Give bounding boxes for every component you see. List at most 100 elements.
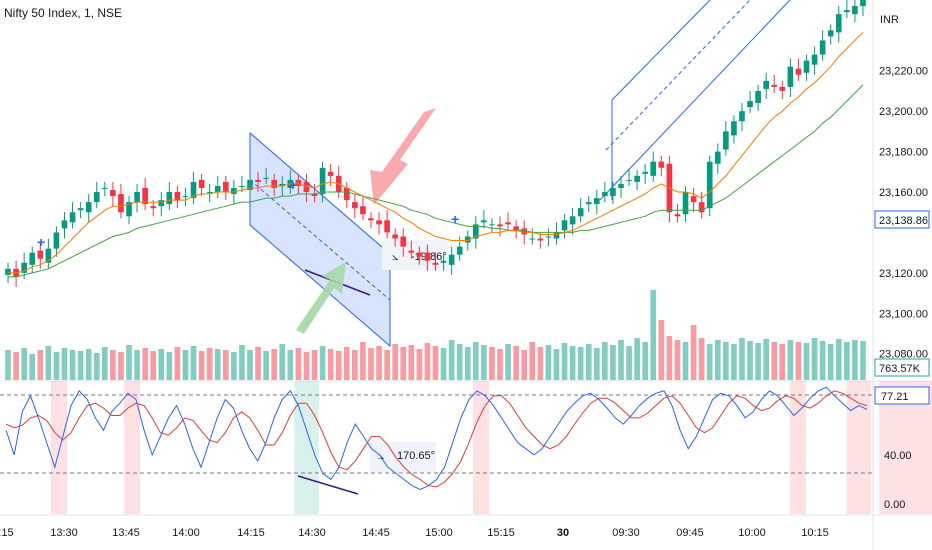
volume-bar [723,342,729,380]
time-tick-label: 09:45 [676,527,704,539]
candle-body [198,179,205,188]
candle-body [763,80,770,89]
volume-bar [5,350,11,380]
volume-bar [714,340,721,380]
price-tick-label: 23,160.00 [879,187,928,199]
time-tick-label: 13:45 [112,527,140,539]
volume-bar [779,344,786,380]
price-tick-label: 23,120.00 [879,268,928,280]
time-tick-label: :15 [0,527,14,539]
candle-body [255,179,261,182]
volume-bar [384,350,390,380]
candle-body [206,192,213,194]
time-tick-label: 10:00 [738,527,766,539]
volume-bar [626,346,632,380]
candle-body [860,0,866,7]
volume-bar [731,344,737,380]
candle-body [45,248,52,263]
volume-bar [231,352,237,380]
volume-bar [481,345,487,380]
cross-marker: + [289,177,297,193]
oversold-shade [294,381,319,514]
candle-body [126,202,132,217]
ascending-channel-midline [605,0,751,151]
time-tick-label: 10:15 [801,527,829,539]
volume-label: 763.57K [879,363,921,375]
volume-bar [577,347,584,380]
volume-bar [505,344,511,380]
time-tick-label: 09:30 [612,527,640,539]
candle-body [416,252,423,257]
overbought-shade [789,381,807,514]
overbought-shade [123,381,141,514]
candle-body [481,220,487,223]
candle-body [795,68,802,75]
oscillator-axis[interactable]: 40.00 0.00 [884,450,912,511]
candle-body [432,262,439,265]
volume-bar [521,350,528,380]
volume-bar [222,350,229,380]
green-arrow[interactable] [296,262,346,334]
candle-body [263,177,269,179]
candle-body [21,262,27,273]
volume-bar [150,351,157,380]
volume-bar [763,339,770,380]
volume-bar [376,346,382,380]
candle-body [61,220,68,229]
volume-bar [827,344,834,380]
volume-bar [819,341,826,380]
candle-body [602,192,608,197]
candle-body [110,190,116,197]
candle-body [150,206,157,209]
candle-body [835,14,842,33]
overbought-shade [846,381,871,514]
cross-marker: + [37,234,45,250]
volume-bar [585,344,592,380]
candle-body [222,181,229,193]
volume-bar [739,338,745,380]
candle-body [706,161,713,209]
volume-bar [448,340,455,380]
candle-body [440,260,447,263]
volume-bar [319,346,326,380]
candle-body [456,246,463,255]
ascending-channel-lower[interactable] [599,0,791,201]
volume-bar [618,340,624,380]
volume-bar [45,346,52,380]
candle-body [618,183,624,188]
ascending-channel-upper[interactable] [611,0,711,101]
time-axis[interactable]: :15 13:30 13:45 14:00 14:15 14:30 14:45 15:00 15… [0,527,829,539]
candle-body [489,224,495,226]
volume-bars [5,290,866,380]
time-tick-label: 14:00 [172,527,200,539]
volume-bar [239,345,245,380]
candle-body [408,250,415,253]
volume-bar [400,347,407,380]
price-angle-icon: ⦣ [392,251,399,263]
volume-bar [166,352,173,380]
volume-bar [53,352,60,380]
candle-body [698,202,705,213]
candle-body [755,90,761,104]
candle-body [844,10,850,13]
volume-bar [513,346,519,380]
price-axis[interactable]: 23,220.00 23,200.00 23,180.00 23,160.00 23,1… [879,66,928,361]
time-tick-label: 13:30 [50,527,78,539]
candle-body [360,206,366,215]
price-tick-label: 23,080.00 [879,349,928,361]
volume-bar [335,351,342,380]
candle-body [682,192,689,215]
last-price-label: 23,138.86 [879,215,928,227]
overbought-shade [879,381,896,514]
volume-bar [432,346,439,380]
red-arrow[interactable] [370,108,436,205]
price-tick-label: 23,200.00 [879,106,928,118]
volume-bar [134,350,140,380]
volume-bar [327,349,334,380]
osc-trendline[interactable] [297,475,359,495]
candle-body [85,202,92,213]
volume-bar [795,342,802,380]
candle-body [279,183,286,186]
overbought-shade [473,381,490,514]
